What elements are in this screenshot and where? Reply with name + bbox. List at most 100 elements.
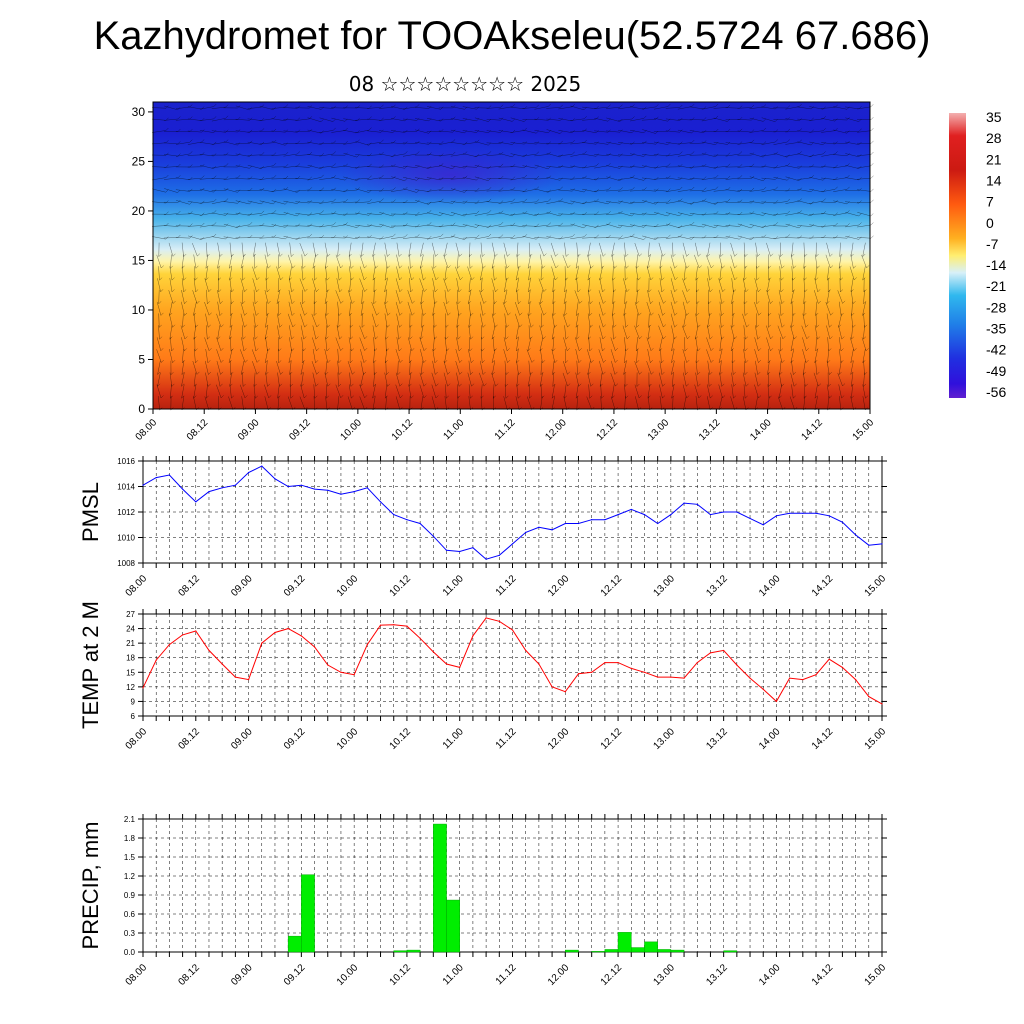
temp-point-23 bbox=[445, 663, 448, 665]
precip-ytick-label-2: 0.6 bbox=[124, 910, 136, 919]
temp-point-39 bbox=[657, 676, 659, 678]
temp-point-19 bbox=[393, 624, 395, 626]
colorbar-label-7: -14 bbox=[986, 257, 1006, 273]
pmsl-point-32 bbox=[564, 522, 566, 525]
precip-xtick-label-10: 13.00 bbox=[652, 962, 678, 988]
precip-bar-10 bbox=[631, 947, 645, 953]
pmsl-xtick-label-10: 13.00 bbox=[652, 573, 678, 599]
temp-point-4 bbox=[195, 630, 197, 632]
pmsl-point-12 bbox=[300, 484, 302, 486]
colorbar-label-11: -42 bbox=[986, 342, 1006, 358]
heatmap-xtick-label-6: 11.00 bbox=[441, 417, 466, 442]
temp-point-0 bbox=[142, 687, 144, 689]
precip-ylabel: PRECIP, mm bbox=[78, 822, 103, 950]
pmsl-point-19 bbox=[393, 513, 395, 516]
temp-xtick-label-6: 11.00 bbox=[441, 726, 466, 751]
heatmap-xtick-label-11: 13.12 bbox=[697, 417, 723, 443]
precip-bar-9 bbox=[617, 932, 632, 953]
heatmap-xtick-label-8: 12.00 bbox=[543, 417, 569, 443]
colorbar-label-6: -7 bbox=[986, 236, 999, 252]
precip-bar-1 bbox=[301, 874, 315, 953]
heatmap-xtick-label-0: 08.00 bbox=[134, 417, 160, 443]
pmsl-point-52 bbox=[828, 515, 830, 517]
temp-xtick-label-8: 12.00 bbox=[546, 726, 572, 752]
heatmap-xtick-label-5: 10.12 bbox=[390, 417, 416, 443]
pmsl-point-37 bbox=[630, 508, 632, 511]
heatmap-ytick-label-0: 0 bbox=[138, 402, 145, 416]
pmsl-point-49 bbox=[789, 512, 791, 514]
pmsl-point-8 bbox=[247, 471, 250, 474]
precip-ytick-label-1: 0.3 bbox=[124, 929, 136, 938]
pmsl-xtick-label-5: 10.12 bbox=[388, 573, 414, 599]
temp-point-55 bbox=[868, 695, 870, 698]
precip-bar-8 bbox=[604, 949, 619, 953]
heatmap-xtick-label-9: 12.12 bbox=[595, 417, 621, 443]
pmsl-xtick-label-4: 10.00 bbox=[335, 573, 361, 599]
temp-point-53 bbox=[841, 666, 844, 669]
precip-bar-7 bbox=[591, 951, 606, 953]
pmsl-point-2 bbox=[168, 474, 170, 476]
heatmap-ytick-label-1: 5 bbox=[138, 352, 145, 366]
pmsl-point-36 bbox=[617, 513, 619, 516]
precip-xtick-label-14: 15.00 bbox=[863, 962, 889, 988]
temp-xtick-label-0: 08.00 bbox=[124, 726, 150, 752]
heatmap-xtick-label-3: 09.12 bbox=[287, 417, 313, 443]
temp-xtick-label-3: 09.12 bbox=[282, 726, 308, 752]
heatmap-ytick-label-4: 20 bbox=[132, 204, 146, 218]
precip-xtick-label-13: 14.12 bbox=[810, 962, 836, 988]
temp-ytick-label-3: 15 bbox=[126, 668, 135, 677]
pmsl-point-45 bbox=[736, 511, 738, 513]
pmsl-point-6 bbox=[221, 487, 223, 489]
precip-bar-12 bbox=[657, 949, 672, 953]
temp-ytick-label-2: 12 bbox=[126, 683, 135, 692]
pmsl-xtick-label-9: 12.12 bbox=[599, 573, 625, 599]
temp-point-50 bbox=[802, 678, 804, 681]
pmsl-point-20 bbox=[406, 519, 408, 521]
temp-point-10 bbox=[274, 631, 276, 634]
pmsl-point-39 bbox=[657, 522, 659, 525]
pmsl-xtick-label-0: 08.00 bbox=[124, 573, 150, 599]
heatmap-ytick-label-5: 25 bbox=[132, 154, 146, 168]
temp-point-35 bbox=[604, 661, 606, 664]
precip-bar-13 bbox=[670, 949, 685, 953]
pmsl-xtick-label-12: 14.00 bbox=[757, 573, 783, 599]
temp-point-41 bbox=[683, 677, 685, 679]
precip-ytick-label-0: 0.0 bbox=[124, 948, 136, 957]
temp-point-25 bbox=[472, 635, 474, 637]
temp-point-34 bbox=[591, 671, 593, 673]
pmsl-point-1 bbox=[155, 476, 157, 479]
temp-ytick-label-5: 21 bbox=[126, 639, 135, 648]
temp-xtick-label-13: 14.12 bbox=[810, 726, 836, 752]
colorbar-label-9: -28 bbox=[986, 299, 1006, 315]
pmsl-point-42 bbox=[696, 503, 698, 505]
temp-point-5 bbox=[208, 649, 210, 652]
pmsl-point-15 bbox=[340, 493, 342, 495]
pmsl-point-10 bbox=[274, 478, 276, 480]
pmsl-point-48 bbox=[775, 515, 778, 517]
temp-point-31 bbox=[551, 686, 553, 688]
pmsl-point-22 bbox=[432, 535, 434, 537]
pmsl-ytick-label-0: 1008 bbox=[117, 559, 135, 568]
temp-xtick-label-5: 10.12 bbox=[388, 726, 414, 752]
heatmap-ytick-label-6: 30 bbox=[132, 105, 146, 119]
pmsl-point-11 bbox=[287, 485, 289, 488]
temp-point-32 bbox=[564, 691, 566, 693]
temp-point-47 bbox=[762, 688, 764, 690]
colorbar-label-2: 21 bbox=[986, 151, 1002, 167]
pmsl-point-26 bbox=[485, 558, 487, 560]
precip-xtick-label-0: 08.00 bbox=[124, 962, 150, 988]
temp-point-16 bbox=[353, 674, 355, 676]
pmsl-point-4 bbox=[195, 501, 197, 503]
colorbar-label-13: -56 bbox=[986, 384, 1006, 400]
precip-ytick-label-5: 1.5 bbox=[124, 853, 136, 862]
pmsl-point-53 bbox=[841, 521, 844, 523]
pmsl-xtick-label-7: 11.12 bbox=[494, 573, 519, 598]
temp-point-24 bbox=[459, 666, 461, 669]
precip-ytick-label-6: 1.8 bbox=[124, 834, 136, 843]
temp-point-6 bbox=[221, 663, 223, 665]
cold-core-region bbox=[340, 147, 560, 203]
heatmap-xtick-label-1: 08.12 bbox=[185, 417, 211, 443]
temp-point-45 bbox=[736, 664, 738, 666]
pmsl-point-38 bbox=[643, 513, 646, 516]
precip-ytick-label-7: 2.1 bbox=[124, 815, 136, 824]
